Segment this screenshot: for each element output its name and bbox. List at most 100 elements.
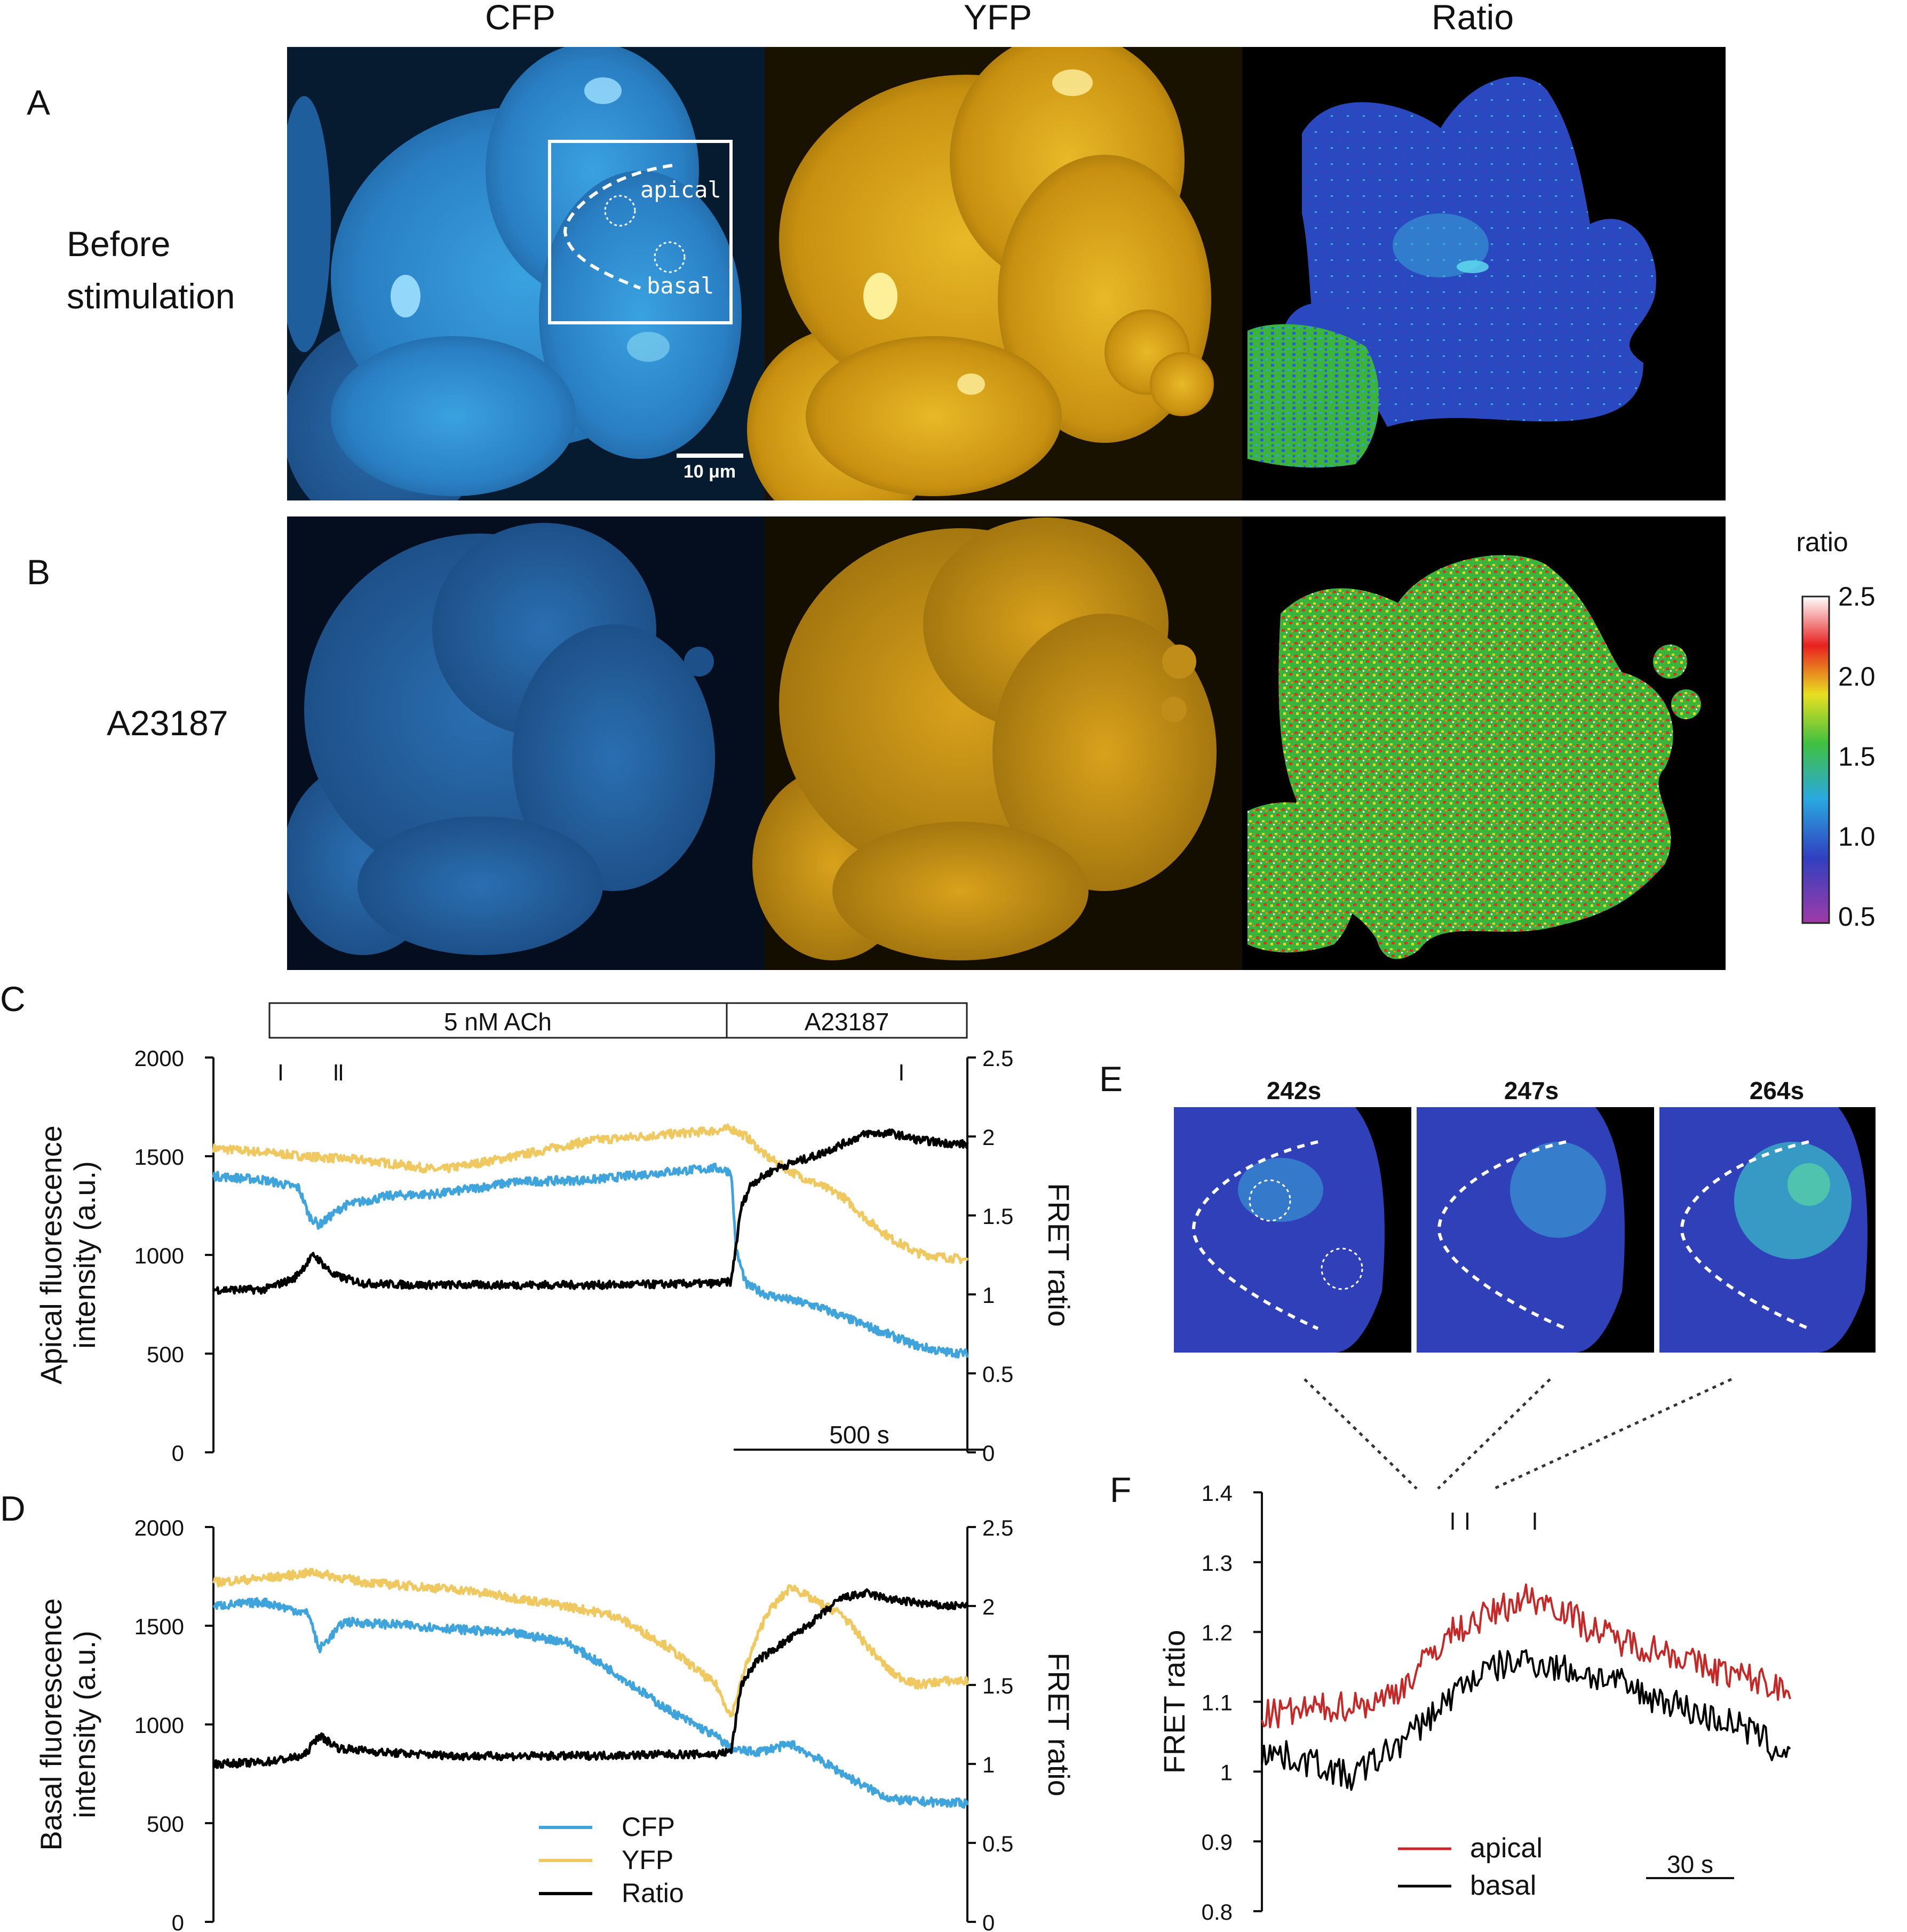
series-line-apical — [1261, 1583, 1791, 1729]
panel-e-time-247: 247s — [1504, 1077, 1559, 1104]
column-header-cfp: CFP — [485, 0, 555, 37]
ratio-colorbar: ratio 2.5 2.0 1.5 1.0 0.5 — [1796, 527, 1875, 932]
legend-label-basal: basal — [1470, 1870, 1536, 1901]
y-tick-label: 1500 — [134, 1614, 184, 1639]
y-axis-label-line1: Apical fluorescence — [34, 1125, 68, 1385]
series-line-basal — [1261, 1649, 1791, 1791]
y2-tick-label: 0 — [982, 1910, 995, 1932]
y-tick-label: 1.2 — [1202, 1620, 1233, 1645]
chart-basal-intensity: 2000 1500 1000 500 0 2.5 2 1.5 1 0.5 0 Basal fluore… — [34, 1515, 1076, 1932]
treatment-bar: 5 nM ACh A23187 — [268, 1002, 968, 1039]
column-header-ratio: Ratio — [1432, 0, 1514, 37]
y2-tick-label: 1 — [982, 1283, 995, 1308]
panel-label-b: B — [27, 552, 50, 592]
y-tick-label: 1 — [1220, 1760, 1233, 1785]
chart-fret-apical-basal: 1.4 1.3 1.2 1.1 1 0.9 0.8 FRET ratio 30 s apical b… — [1157, 1481, 1791, 1925]
y2-tick-label: 2.5 — [982, 1515, 1013, 1540]
y2-tick-label: 0.5 — [982, 1362, 1013, 1387]
y-tick-label: 0 — [172, 1910, 184, 1932]
y2-tick-label: 0.5 — [982, 1831, 1013, 1856]
y-tick-label: 2000 — [134, 1046, 184, 1071]
y2-tick-label: 0 — [982, 1441, 995, 1466]
time-scale-label: 30 s — [1667, 1850, 1713, 1878]
colorbar-title: ratio — [1796, 527, 1848, 557]
y-tick-label: 0.8 — [1202, 1899, 1233, 1925]
y-tick-label: 2000 — [134, 1515, 184, 1540]
y-tick-label: 1000 — [134, 1243, 184, 1268]
image-row-a23187 — [287, 516, 1726, 970]
panel-e-time-242: 242s — [1267, 1077, 1321, 1104]
roi-basal-circle — [654, 241, 686, 273]
row-label-a23187: A23187 — [107, 703, 228, 743]
y-axis-label-line2: intensity (a.u.) — [68, 1631, 101, 1818]
series-line-cfp — [212, 1597, 969, 1809]
roi-apical-label: apical — [640, 177, 721, 203]
y-tick-label: 1.4 — [1202, 1481, 1233, 1506]
time-scale-label: 500 s — [829, 1421, 889, 1449]
chart-apical-intensity: 2000 1500 1000 500 0 2.5 2 1.5 1 0.5 0 Apical fluor… — [34, 1046, 1076, 1466]
scale-bar-10um — [677, 454, 743, 458]
y-tick-label: 500 — [147, 1342, 184, 1367]
y-tick-label: 1500 — [134, 1144, 184, 1170]
panel-e-time-264: 264s — [1750, 1077, 1804, 1104]
cfp-image-before — [287, 47, 765, 500]
legend-label-yfp: YFP — [622, 1845, 673, 1875]
scale-bar-label: 10 μm — [684, 462, 736, 482]
y2-tick-label: 2 — [982, 1125, 995, 1150]
legend-label-apical: apical — [1470, 1833, 1543, 1864]
y-tick-label: 1.1 — [1202, 1690, 1233, 1715]
y2-axis-label: FRET ratio — [1042, 1652, 1076, 1796]
y2-tick-label: 2 — [982, 1594, 995, 1619]
y2-tick-label: 1.5 — [982, 1204, 1013, 1229]
roi-apical-circle — [604, 195, 636, 227]
treatment-a23187-label: A23187 — [805, 1008, 889, 1036]
row-label-before-line2: stimulation — [67, 276, 235, 316]
row-label-before-line1: Before — [67, 224, 170, 264]
y-axis-label-line2: intensity (a.u.) — [68, 1161, 101, 1349]
colorbar-tick: 2.0 — [1838, 662, 1876, 691]
colorbar-tick: 0.5 — [1838, 902, 1876, 932]
y-axis-label: FRET ratio — [1157, 1630, 1191, 1774]
series-line-yfp — [212, 1568, 969, 1718]
yfp-image-before — [747, 47, 1242, 500]
panel-e-images: 242s 247s 264s — [1174, 1077, 1876, 1490]
ratio-image-a23187 — [1248, 555, 1701, 959]
roi-overlay: apical basal 10 μm — [548, 140, 743, 482]
panel-label-d: D — [0, 1489, 26, 1528]
colorbar-tick: 2.5 — [1838, 582, 1876, 611]
panel-label-c: C — [0, 979, 26, 1019]
y-tick-label: 500 — [147, 1811, 184, 1836]
yfp-image-a23187 — [752, 516, 1242, 970]
panel-label-a: A — [27, 83, 50, 122]
colorbar-tick: 1.0 — [1838, 822, 1876, 852]
series-line-yfp — [212, 1123, 969, 1265]
y-tick-label: 0 — [172, 1441, 184, 1466]
treatment-ach-label: 5 nM ACh — [444, 1008, 552, 1036]
y-tick-label: 1.3 — [1202, 1551, 1233, 1576]
y2-tick-label: 2.5 — [982, 1046, 1013, 1071]
y-tick-label: 1000 — [134, 1713, 184, 1738]
y2-axis-label: FRET ratio — [1042, 1183, 1076, 1327]
legend-label-ratio: Ratio — [622, 1878, 684, 1908]
ratio-image-before — [1248, 76, 1656, 468]
y-tick-label: 0.9 — [1202, 1830, 1233, 1855]
panel-label-e: E — [1099, 1059, 1123, 1099]
apical-membrane-outline — [563, 164, 673, 290]
treatment-a23187-box — [726, 1002, 968, 1039]
colorbar-tick: 1.5 — [1838, 742, 1876, 772]
series-line-cfp — [212, 1163, 969, 1359]
image-row-before-stimulation: apical basal 10 μm — [287, 47, 1726, 500]
legend-label-cfp: CFP — [622, 1812, 675, 1842]
panel-e-frame-242 — [1174, 1107, 1411, 1353]
y2-tick-label: 1 — [982, 1752, 995, 1777]
y-axis-label-line1: Basal fluorescence — [34, 1598, 68, 1850]
panel-label-f: F — [1110, 1470, 1131, 1509]
treatment-ach-box — [268, 1002, 728, 1039]
y2-tick-label: 1.5 — [982, 1673, 1013, 1698]
series-line-ratio — [212, 1128, 969, 1295]
roi-basal-label: basal — [647, 273, 714, 299]
cfp-image-a23187 — [287, 516, 765, 970]
panel-e-frame-247 — [1417, 1107, 1654, 1353]
panel-e-frame-264 — [1659, 1107, 1876, 1353]
